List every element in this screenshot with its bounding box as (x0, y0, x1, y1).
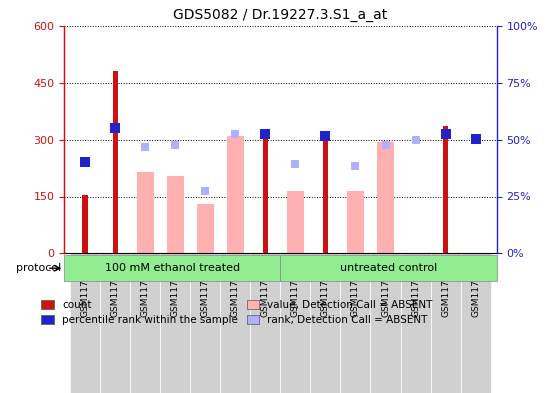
Text: untreated control: untreated control (340, 263, 437, 273)
Point (471, 136, 480, 142)
Point (81, 159, 90, 165)
Bar (251, 253, 280, 393)
Bar (340, 253, 371, 393)
Bar (113, 71, 118, 253)
Point (141, 144, 150, 150)
Point (321, 133, 330, 140)
Bar (137, 172, 153, 253)
Bar (227, 136, 244, 253)
Bar (310, 253, 340, 393)
Bar (197, 204, 214, 253)
Point (110, 125, 119, 131)
Bar (431, 253, 460, 393)
Bar (443, 126, 448, 253)
Bar (190, 253, 220, 393)
Title: GDS5082 / Dr.19227.3.S1_a_at: GDS5082 / Dr.19227.3.S1_a_at (174, 8, 387, 22)
Point (171, 142, 180, 148)
Bar (323, 140, 328, 253)
Point (411, 136, 420, 143)
Bar (377, 142, 394, 253)
Point (231, 130, 240, 137)
Text: protocol: protocol (16, 263, 61, 273)
Bar (280, 253, 310, 393)
Bar (64, 255, 280, 281)
Point (351, 163, 360, 169)
Bar (263, 134, 268, 253)
Bar (280, 255, 497, 281)
Bar (371, 253, 401, 393)
Bar (160, 253, 190, 393)
Point (381, 142, 390, 148)
Point (471, 136, 480, 142)
Bar (460, 253, 490, 393)
Point (441, 130, 450, 137)
Point (291, 161, 300, 167)
Bar (130, 253, 160, 393)
Bar (401, 253, 431, 393)
Bar (83, 195, 88, 253)
Point (201, 187, 210, 194)
Bar (347, 191, 364, 253)
Bar (100, 253, 130, 393)
Text: 100 mM ethanol treated: 100 mM ethanol treated (105, 263, 240, 273)
Legend: count, percentile rank within the sample, value, Detection Call = ABSENT, rank, : count, percentile rank within the sample… (41, 300, 432, 325)
Bar (167, 176, 184, 253)
Point (261, 130, 270, 137)
Bar (287, 191, 304, 253)
Bar (220, 253, 251, 393)
Bar (70, 253, 100, 393)
